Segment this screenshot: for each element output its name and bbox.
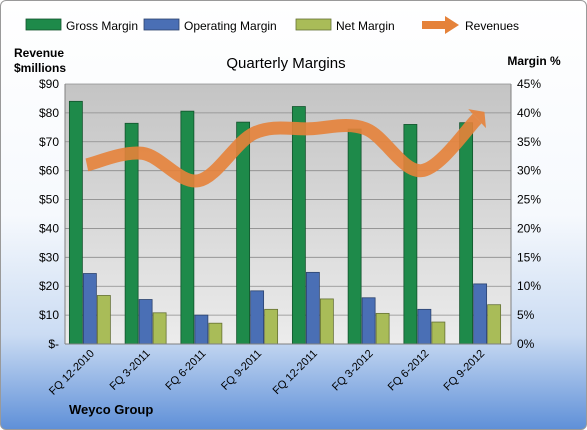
bar-net-margin: [487, 304, 502, 345]
legend-label-revenues: Revenues: [465, 19, 519, 33]
legend-label-net-margin: Net Margin: [336, 19, 395, 33]
bar-gross-margin: [68, 100, 83, 345]
bar-gross-margin: [459, 122, 474, 345]
company-name: Weyco Group: [69, 402, 153, 417]
bar-operating-margin: [417, 308, 432, 345]
y-right-tick-label: 35%: [517, 135, 541, 149]
bar-operating-margin: [473, 283, 488, 345]
line-series: [85, 109, 486, 188]
bar-gross-margin: [180, 110, 195, 345]
y-right-tick-label: 15%: [517, 250, 541, 264]
y-left-tick-label: $30: [39, 250, 59, 264]
bar-net-margin: [375, 312, 390, 345]
y-right-tick-label: 40%: [517, 106, 541, 120]
y-left-tick-label: $-: [48, 337, 59, 351]
revenues-line: [85, 113, 482, 188]
y-left-tick-label: $10: [39, 308, 59, 322]
y-left-tick-label: $20: [39, 279, 59, 293]
bar-gross-margin: [236, 121, 251, 345]
bar-net-margin: [264, 308, 279, 345]
x-tick-label: FQ 12-2011: [271, 348, 320, 397]
bar-net-margin: [152, 312, 167, 345]
bar-gross-margin: [291, 106, 306, 345]
y-left-label-line1: Revenue: [14, 46, 64, 60]
x-tick-label: FQ 9-2011: [219, 348, 264, 393]
legend-swatch-gross-margin: [25, 18, 62, 31]
y-right-tick-label: 45%: [517, 77, 541, 91]
y-left-label-line2: $millions: [14, 61, 66, 75]
legend: Gross Margin Operating Margin Net Margin Re…: [25, 16, 519, 34]
bar-operating-margin: [305, 271, 320, 345]
revenues-arrowhead: [468, 109, 486, 129]
legend-label-operating-margin: Operating Margin: [184, 19, 277, 33]
bar-operating-margin: [194, 314, 209, 345]
bar-operating-margin: [138, 299, 153, 345]
x-tick-label: FQ 9-2012: [442, 348, 488, 394]
y-right-tick-label: 30%: [517, 164, 541, 178]
legend-label-gross-margin: Gross Margin: [66, 19, 138, 33]
y-left-tick-label: $40: [39, 221, 59, 235]
x-tick-label: FQ 12-2010: [47, 348, 97, 398]
gridlines: [65, 83, 511, 345]
bar-series: [68, 100, 502, 345]
y-right-tick-label: 25%: [517, 193, 541, 207]
y-right-tick-label: 5%: [517, 308, 535, 322]
y-right-tick-label: 10%: [517, 279, 541, 293]
x-tick-label: FQ 6-2011: [163, 348, 208, 393]
bar-net-margin: [431, 321, 446, 345]
y-left-tick-label: $80: [39, 106, 59, 120]
x-tick-label: FQ 3-2012: [330, 348, 376, 394]
x-tick-label: FQ 6-2012: [386, 348, 432, 394]
bar-operating-margin: [82, 273, 97, 345]
bar-gross-margin: [347, 128, 362, 345]
bar-net-margin: [208, 322, 223, 345]
y-right-tick-label: 20%: [517, 221, 541, 235]
bar-operating-margin: [361, 297, 376, 345]
x-tick-label: FQ 3-2011: [108, 348, 153, 393]
legend-swatch-net-margin: [295, 18, 332, 31]
bar-net-margin: [319, 298, 334, 345]
bar-net-margin: [96, 295, 111, 345]
y-left-tick-label: $50: [39, 193, 59, 207]
y-right-tick-label: 0%: [517, 337, 535, 351]
y-right-label: Margin %: [507, 54, 561, 68]
bar-operating-margin: [250, 290, 265, 345]
y-left-tick-label: $90: [39, 77, 59, 91]
y-left-tick-label: $70: [39, 135, 59, 149]
y-left-tick-label: $60: [39, 164, 59, 178]
legend-arrowhead-revenues: [445, 16, 459, 34]
chart-title: Quarterly Margins: [226, 55, 345, 72]
legend-swatch-operating-margin: [143, 18, 180, 31]
